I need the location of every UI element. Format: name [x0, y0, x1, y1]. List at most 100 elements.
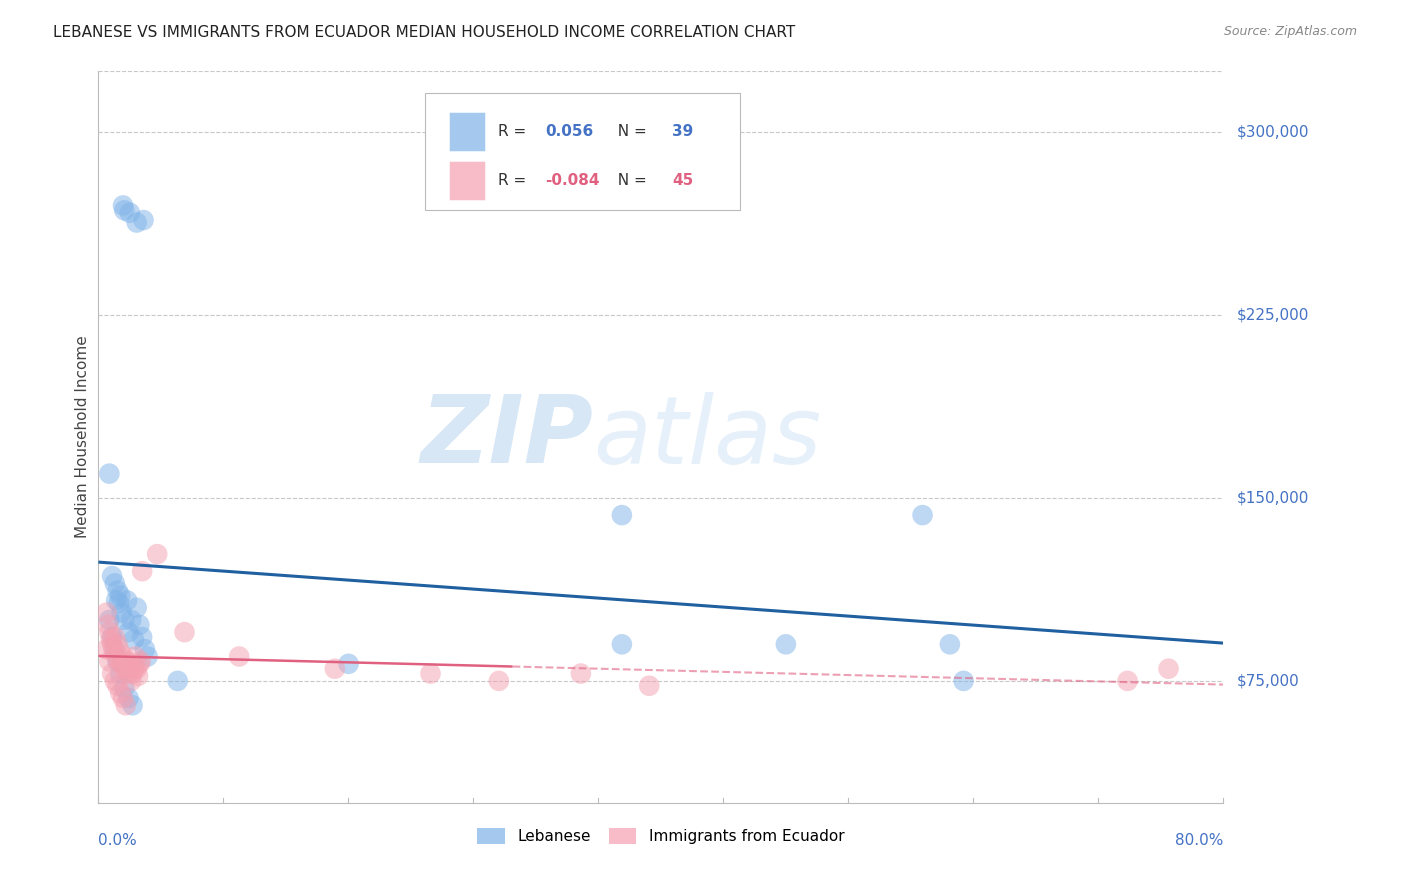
Point [939, 637, 962, 651]
Point [125, 215, 148, 229]
Point [125, 662, 148, 676]
Point [103, 642, 125, 657]
Point [118, 206, 141, 220]
Point [98, 613, 121, 627]
Point [114, 698, 136, 713]
Text: R =: R = [498, 173, 531, 188]
Point [110, 686, 132, 700]
Point [114, 657, 136, 671]
Text: $300,000: $300,000 [1237, 125, 1309, 140]
Point [638, 679, 661, 693]
Text: atlas: atlas [593, 392, 821, 483]
Point [775, 637, 797, 651]
Point [419, 666, 441, 681]
Text: ZIP: ZIP [420, 391, 593, 483]
Point [110, 645, 132, 659]
Text: $75,000: $75,000 [1237, 673, 1301, 689]
Point [323, 662, 346, 676]
Y-axis label: Median Household Income: Median Household Income [75, 335, 90, 539]
FancyBboxPatch shape [450, 161, 485, 200]
Point [120, 613, 142, 627]
Point [127, 669, 149, 683]
Point [136, 649, 159, 664]
Point [115, 654, 138, 668]
Text: 45: 45 [672, 173, 693, 188]
Point [98, 467, 121, 481]
Point [610, 637, 633, 651]
Point [173, 625, 195, 640]
Point [128, 617, 150, 632]
Point [98, 654, 121, 668]
Point [107, 637, 129, 651]
Point [117, 690, 139, 705]
Point [108, 596, 131, 610]
Point [105, 649, 128, 664]
Point [107, 583, 129, 598]
Text: $150,000: $150,000 [1237, 491, 1309, 506]
Point [100, 632, 122, 647]
Text: 80.0%: 80.0% [1175, 833, 1223, 848]
Point [146, 547, 169, 561]
Point [111, 198, 134, 212]
Text: 0.0%: 0.0% [98, 833, 138, 848]
Point [111, 649, 134, 664]
Point [110, 666, 132, 681]
Point [1116, 673, 1139, 688]
Point [104, 576, 127, 591]
Point [124, 649, 146, 664]
Point [952, 673, 974, 688]
Text: N =: N = [607, 173, 651, 188]
Point [118, 662, 141, 676]
Text: $225,000: $225,000 [1237, 308, 1309, 323]
Point [112, 681, 135, 696]
Point [104, 642, 127, 657]
Point [121, 666, 143, 681]
Point [107, 654, 129, 668]
Point [104, 673, 127, 688]
Point [112, 613, 135, 627]
Point [610, 508, 633, 522]
Point [96, 642, 118, 657]
Point [111, 657, 134, 671]
Point [131, 630, 153, 644]
Point [488, 673, 510, 688]
Point [97, 617, 120, 632]
Point [117, 666, 139, 681]
Text: -0.084: -0.084 [546, 173, 599, 188]
Point [101, 666, 124, 681]
Point [122, 632, 145, 647]
Point [101, 630, 124, 644]
Point [128, 657, 150, 671]
FancyBboxPatch shape [425, 94, 740, 211]
Point [228, 649, 250, 664]
Point [117, 625, 139, 640]
Point [101, 569, 124, 583]
Point [569, 666, 592, 681]
Point [110, 589, 132, 603]
Text: LEBANESE VS IMMIGRANTS FROM ECUADOR MEDIAN HOUSEHOLD INCOME CORRELATION CHART: LEBANESE VS IMMIGRANTS FROM ECUADOR MEDI… [53, 25, 796, 40]
Point [1157, 662, 1180, 676]
Point [121, 698, 143, 713]
Point [96, 606, 118, 620]
Point [111, 606, 134, 620]
Point [98, 625, 121, 640]
Point [131, 564, 153, 578]
Point [911, 508, 934, 522]
Text: 0.056: 0.056 [546, 124, 593, 139]
Point [104, 630, 127, 644]
Text: Source: ZipAtlas.com: Source: ZipAtlas.com [1223, 25, 1357, 38]
Point [105, 593, 128, 607]
Point [132, 213, 155, 227]
Legend: Lebanese, Immigrants from Ecuador: Lebanese, Immigrants from Ecuador [471, 822, 851, 850]
Point [125, 600, 148, 615]
Point [112, 662, 135, 676]
Point [122, 662, 145, 676]
Point [107, 679, 129, 693]
Point [115, 593, 138, 607]
Point [111, 690, 134, 705]
Point [134, 642, 156, 657]
Point [120, 673, 142, 688]
Text: N =: N = [607, 124, 651, 139]
Text: R =: R = [498, 124, 531, 139]
Point [129, 654, 152, 668]
